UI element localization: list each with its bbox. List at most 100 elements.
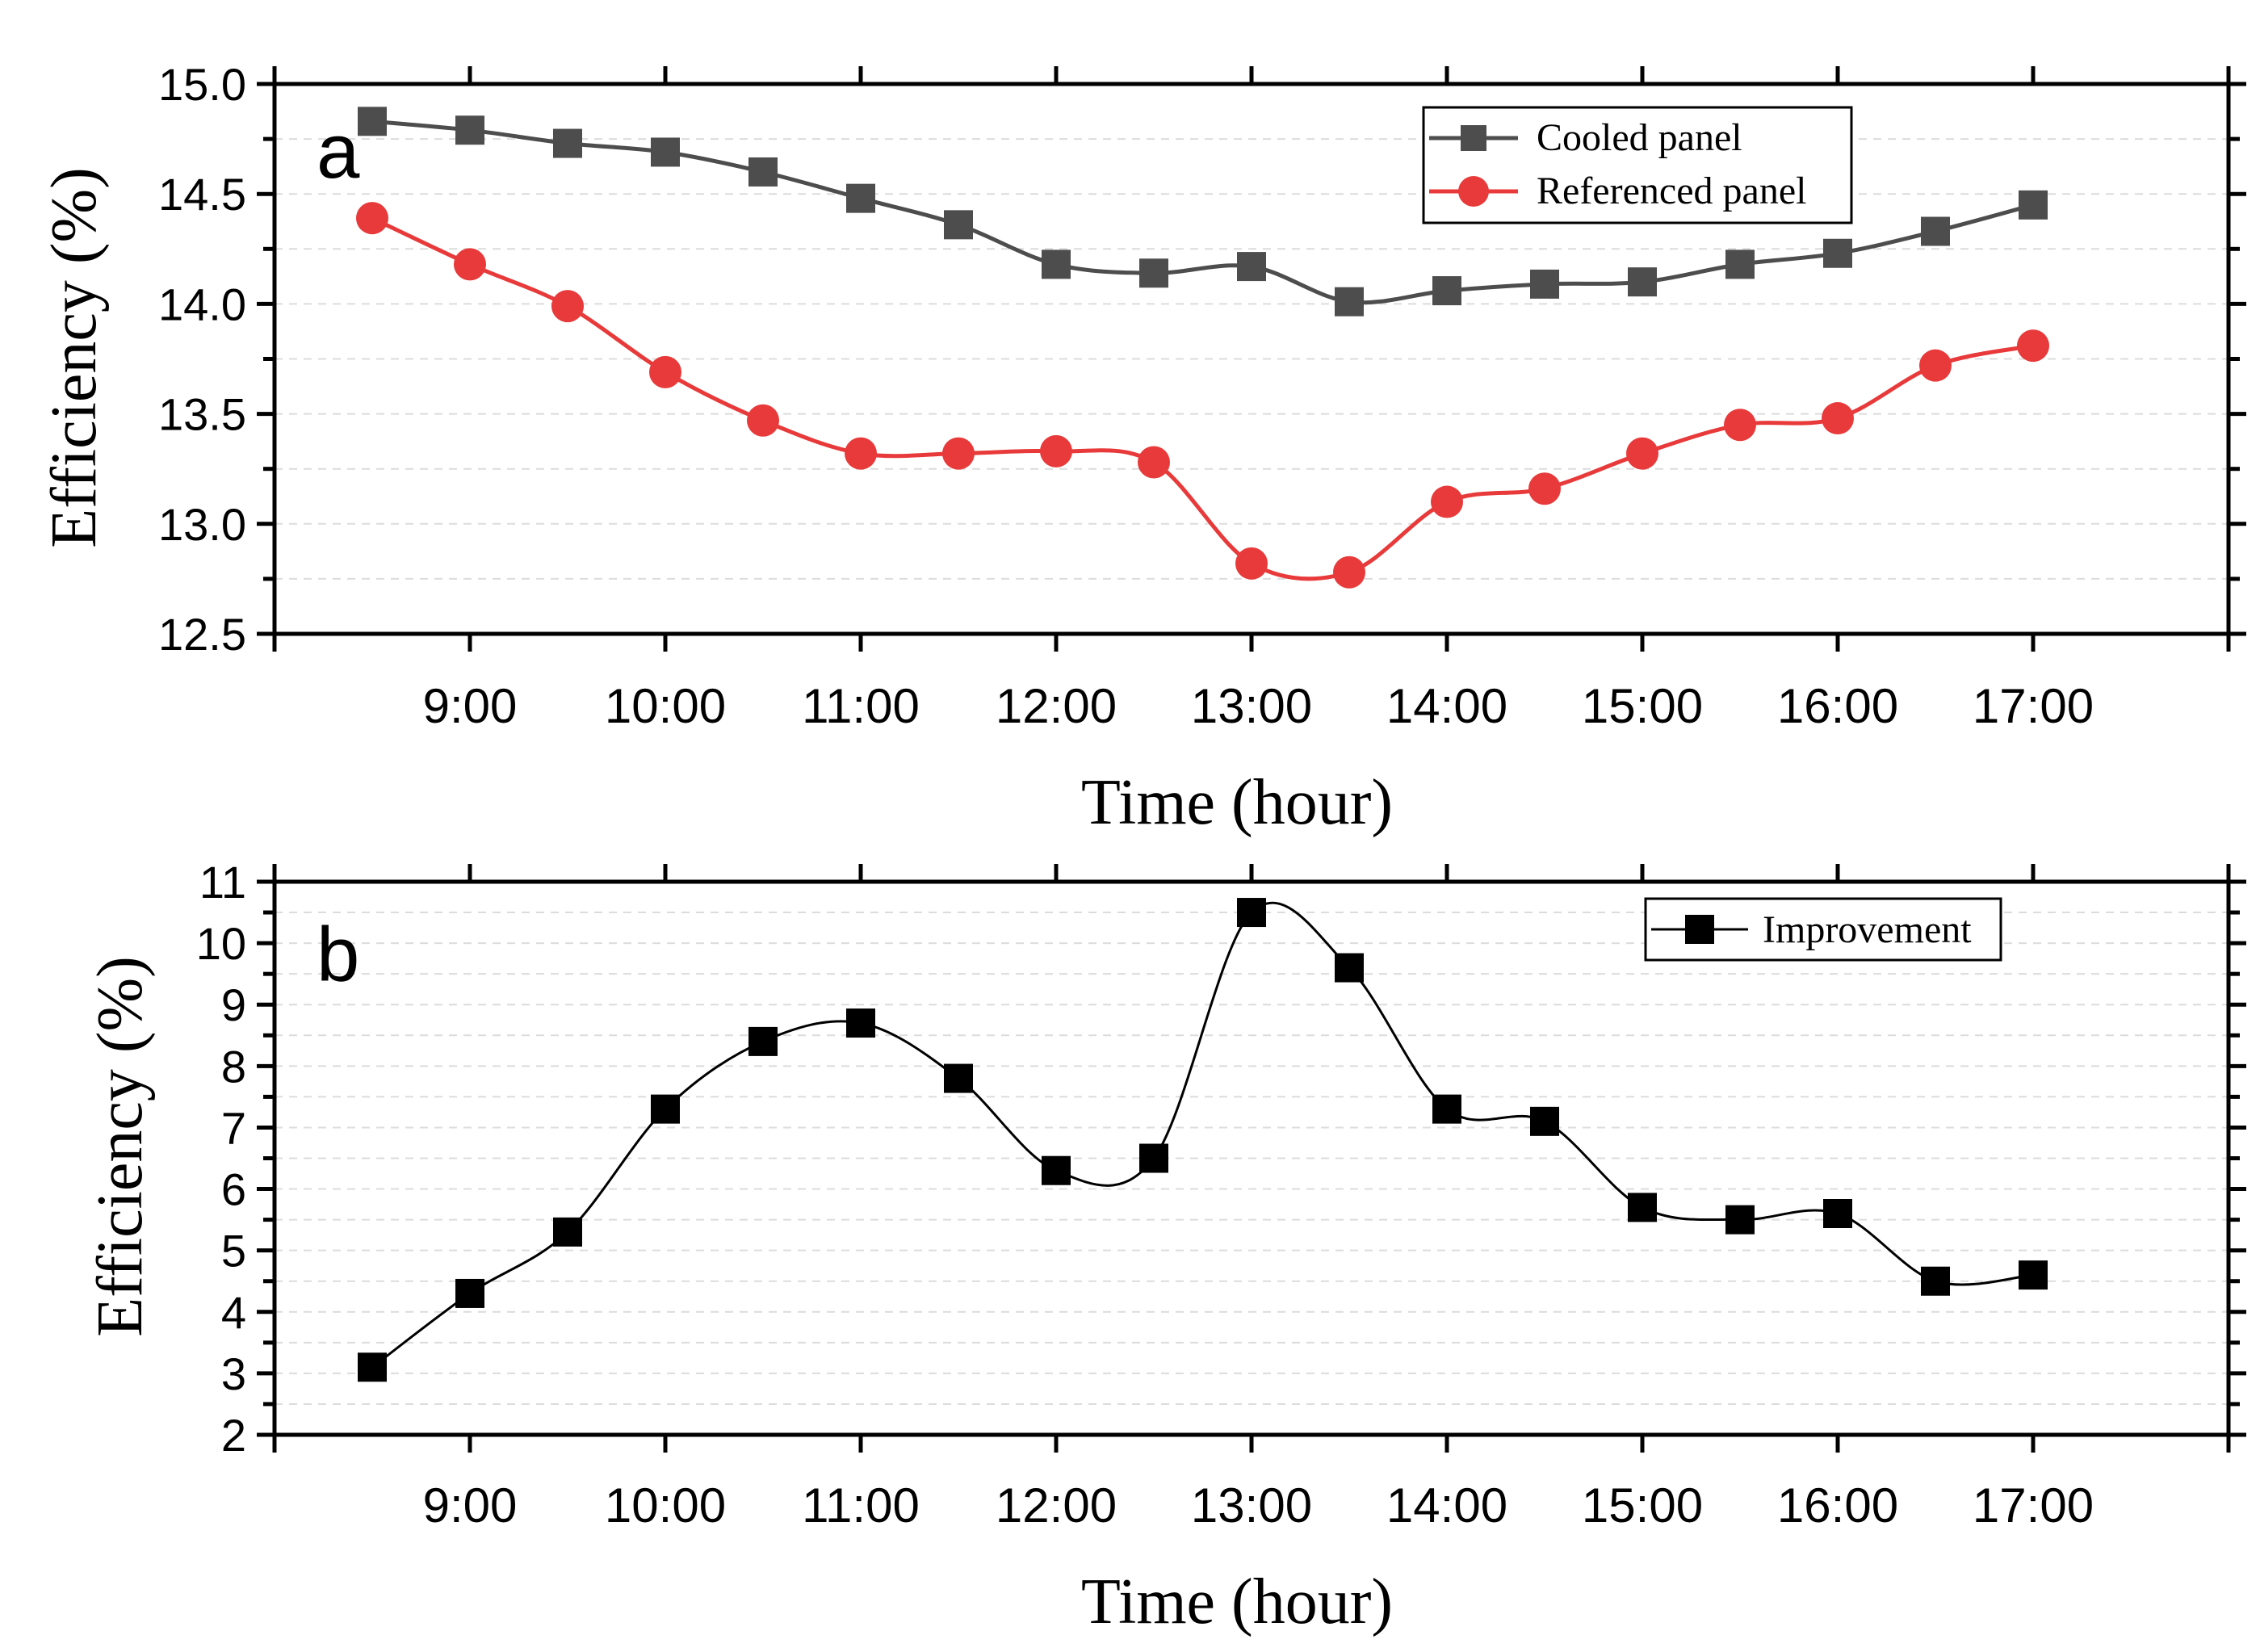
panel-a: 12.5 13.0 13.5 14.0 14.5 15.0 9:00 10:00 11:00 1…	[39, 59, 2246, 838]
data-point	[1725, 1205, 1755, 1235]
data-point	[845, 437, 877, 470]
series-line-referenced-panel	[371, 216, 2034, 581]
data-point	[748, 1026, 778, 1056]
x-tick-label: 17:00	[1973, 679, 2094, 733]
data-point	[1431, 485, 1463, 518]
data-point	[846, 183, 875, 213]
y-tick-label: 2	[221, 1410, 246, 1461]
x-tick-label: 14:00	[1386, 1478, 1507, 1533]
data-point	[553, 128, 582, 158]
data-point	[1724, 409, 1756, 442]
data-point	[1333, 556, 1365, 589]
x-tick-label: 9:00	[423, 679, 518, 733]
data-point	[454, 248, 486, 281]
panel-a-grid	[275, 138, 2229, 580]
x-tick-label: 11:00	[802, 1478, 920, 1533]
y-tick-label: 12.5	[158, 609, 246, 660]
panel-a-x-axis-label: Time (hour)	[1081, 767, 1393, 838]
y-tick-label: 7	[221, 1102, 246, 1153]
panel-b-series	[358, 898, 2048, 1382]
data-point	[649, 355, 681, 388]
data-point	[2019, 1260, 2048, 1290]
panel-b-legend: Improvement	[1644, 897, 2002, 962]
data-point	[358, 1352, 387, 1382]
data-point	[1139, 1143, 1168, 1173]
legend-marker-improvement	[1685, 915, 1714, 944]
data-point	[747, 404, 779, 437]
data-point	[1335, 953, 1364, 983]
panel-a-x-ticklabels: 9:00 10:00 11:00 12:00 13:00 14:00 15:00 16:00 1…	[423, 679, 2094, 733]
legend-label-cooled-panel: Cooled panel	[1537, 116, 1742, 159]
data-point	[455, 1278, 484, 1308]
series-line-improvement	[371, 901, 2034, 1369]
y-tick-label: 10	[196, 918, 246, 969]
panel-b-x-ticklabels: 9:00 10:00 11:00 12:00 13:00 14:00 15:00 16:00 1…	[423, 1478, 2094, 1533]
data-point	[2017, 329, 2049, 363]
x-tick-label: 10:00	[605, 679, 726, 733]
data-point	[1530, 269, 1559, 299]
data-point	[1042, 1155, 1071, 1185]
y-tick-label: 5	[221, 1226, 246, 1277]
data-point	[551, 290, 584, 323]
data-point	[2019, 190, 2048, 220]
data-point	[1530, 1106, 1559, 1136]
panel-b-label: b	[317, 912, 359, 998]
panel-a-y-ticklabels: 12.5 13.0 13.5 14.0 14.5 15.0	[158, 59, 246, 660]
data-point	[1921, 216, 1950, 246]
panel-b-legend-box	[1644, 897, 2002, 962]
panel-b-y-ticklabels: 2 3 4 5 6 7 8 9 10 11	[196, 857, 246, 1461]
x-tick-label: 16:00	[1777, 1478, 1898, 1533]
data-point	[1237, 252, 1266, 282]
data-point	[1040, 434, 1072, 468]
data-point	[1919, 349, 1952, 382]
x-tick-label: 9:00	[423, 1478, 518, 1533]
data-point	[455, 115, 484, 145]
x-tick-label: 16:00	[1777, 679, 1898, 733]
data-point	[1823, 1199, 1852, 1228]
legend-marker-cooled-panel	[1461, 125, 1486, 151]
data-point	[944, 1063, 973, 1093]
panel-a-y-axis-label: Efficiency (%)	[39, 167, 110, 548]
data-point	[651, 1094, 680, 1124]
y-tick-label: 3	[221, 1348, 246, 1399]
data-point	[1725, 249, 1755, 279]
panel-a-label: a	[317, 108, 360, 195]
data-point	[1432, 1094, 1461, 1124]
data-point	[1042, 249, 1071, 279]
y-tick-label: 13.5	[158, 389, 246, 440]
data-point	[651, 137, 680, 167]
x-tick-label: 10:00	[605, 1478, 726, 1533]
data-point	[1139, 258, 1168, 288]
data-point	[1235, 547, 1268, 580]
data-point	[1432, 276, 1461, 306]
data-point	[846, 1008, 875, 1038]
y-tick-label: 13.0	[158, 499, 246, 550]
data-point	[1921, 1266, 1950, 1296]
panel-a-axes	[257, 66, 2246, 652]
data-point	[944, 210, 973, 240]
panel-a-legend: Cooled panel Referenced panel	[1422, 106, 1853, 224]
panel-a-legend-box	[1422, 106, 1853, 224]
x-tick-label: 15:00	[1582, 1478, 1703, 1533]
panel-b-axes	[257, 864, 2246, 1453]
panel-a-series	[356, 107, 2049, 589]
legend-marker-referenced-panel	[1458, 176, 1489, 207]
data-point	[553, 1217, 582, 1247]
data-point	[1626, 437, 1658, 470]
panel-b-y-axis-label: Efficiency (%)	[85, 956, 156, 1337]
y-tick-label: 14.5	[158, 169, 246, 220]
y-tick-label: 14.0	[158, 279, 246, 329]
data-point	[1628, 267, 1657, 297]
data-point	[1138, 446, 1170, 479]
legend-label-improvement: Improvement	[1763, 908, 1972, 951]
y-tick-label: 4	[221, 1287, 246, 1338]
data-point	[1237, 898, 1266, 928]
panel-b-grid	[275, 912, 2229, 1405]
data-point	[1823, 238, 1852, 268]
y-tick-label: 9	[221, 979, 246, 1030]
data-point	[942, 437, 975, 470]
data-point	[748, 157, 778, 187]
data-point	[356, 202, 388, 235]
y-tick-label: 8	[221, 1041, 246, 1092]
